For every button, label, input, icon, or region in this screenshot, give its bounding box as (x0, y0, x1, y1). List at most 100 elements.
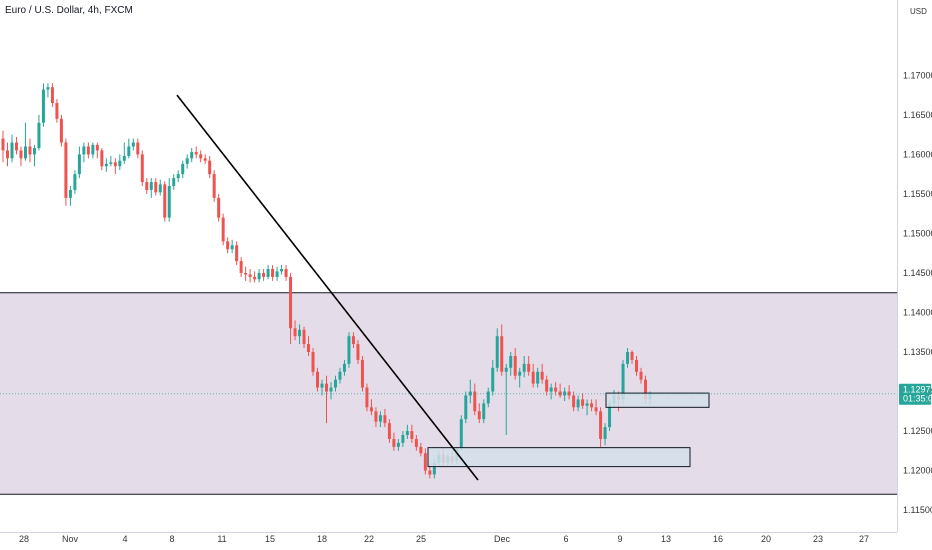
candle (149, 178, 153, 198)
candle (342, 359, 346, 376)
candle (338, 367, 342, 384)
candle (140, 150, 144, 186)
candle (100, 148, 104, 171)
candle (199, 150, 203, 163)
candle (122, 142, 126, 164)
candle (284, 265, 288, 281)
zone-box-1[interactable] (427, 447, 691, 468)
x-tick-label: Nov (62, 534, 79, 544)
candle (118, 154, 122, 171)
currency-label: USD (910, 7, 927, 16)
candle (540, 363, 544, 384)
candle (491, 359, 495, 396)
candle (77, 146, 81, 179)
candle (136, 138, 140, 159)
candle (68, 185, 72, 206)
candle (576, 395, 580, 412)
y-tick-label: 1.12000 (903, 466, 932, 476)
candle (172, 174, 176, 190)
candle (266, 265, 270, 280)
candle (127, 138, 131, 159)
candle (419, 442, 423, 457)
x-tick-label: 6 (563, 534, 568, 544)
candle (302, 326, 306, 349)
candle (145, 178, 149, 194)
candle (307, 336, 311, 356)
candle (271, 265, 275, 281)
candle (464, 391, 468, 424)
candle (477, 403, 481, 424)
candle (289, 272, 293, 345)
candle (163, 181, 167, 222)
price-axis[interactable] (897, 0, 932, 550)
x-tick-label: 25 (416, 534, 426, 544)
trendline[interactable] (176, 94, 479, 481)
candle (104, 158, 108, 172)
time-axis[interactable] (0, 532, 932, 550)
candle (221, 213, 225, 246)
candle (320, 379, 324, 396)
candle (387, 419, 391, 443)
candle (37, 114, 41, 151)
candle (414, 434, 418, 451)
y-tick-label: 1.16500 (903, 110, 932, 120)
candle (28, 138, 32, 163)
candle (212, 170, 216, 202)
candle (531, 363, 535, 388)
candle (244, 266, 248, 281)
x-tick-label: 13 (661, 534, 671, 544)
candle (154, 178, 158, 196)
candle (630, 350, 634, 364)
candle (581, 393, 585, 409)
candle (190, 148, 194, 163)
candle (554, 382, 558, 396)
candle (378, 411, 382, 428)
candle (590, 399, 594, 412)
candle (1, 130, 5, 163)
candle (230, 239, 234, 254)
candle (86, 142, 90, 159)
candle (468, 379, 472, 404)
candle (316, 367, 320, 392)
candle (217, 193, 221, 222)
chart-title: Euro / U.S. Dollar, 4h, FXCM (5, 5, 133, 16)
candle (410, 424, 414, 443)
candle (545, 375, 549, 396)
candle (176, 170, 180, 183)
candle (351, 332, 355, 349)
countdown-label: 01:35:04 (903, 394, 932, 404)
candle (248, 268, 252, 283)
x-tick-label: 27 (859, 534, 869, 544)
candle (360, 355, 364, 392)
candle (185, 154, 189, 169)
candle (603, 423, 607, 446)
last-price-label: 1.12972 (903, 385, 932, 395)
candle (567, 385, 571, 400)
candle (509, 351, 513, 376)
candle (585, 399, 589, 416)
x-tick-label: 28 (19, 534, 29, 544)
candle (46, 83, 50, 98)
candle (158, 179, 162, 196)
candle (482, 399, 486, 424)
candle (369, 399, 373, 416)
candle (235, 241, 239, 266)
x-tick-label: 8 (169, 534, 174, 544)
candle (459, 415, 463, 451)
candle (527, 355, 531, 376)
y-tick-label: 1.15500 (903, 189, 932, 199)
candle (253, 271, 257, 283)
candle (423, 448, 427, 475)
zone-box-2[interactable] (605, 392, 710, 408)
candle (55, 99, 59, 123)
candle (333, 375, 337, 392)
candle (19, 146, 23, 167)
candle (558, 383, 562, 398)
candle (23, 122, 27, 161)
candle (239, 257, 243, 277)
candle (280, 265, 284, 275)
candle (635, 355, 639, 376)
x-tick-label: 20 (761, 534, 771, 544)
